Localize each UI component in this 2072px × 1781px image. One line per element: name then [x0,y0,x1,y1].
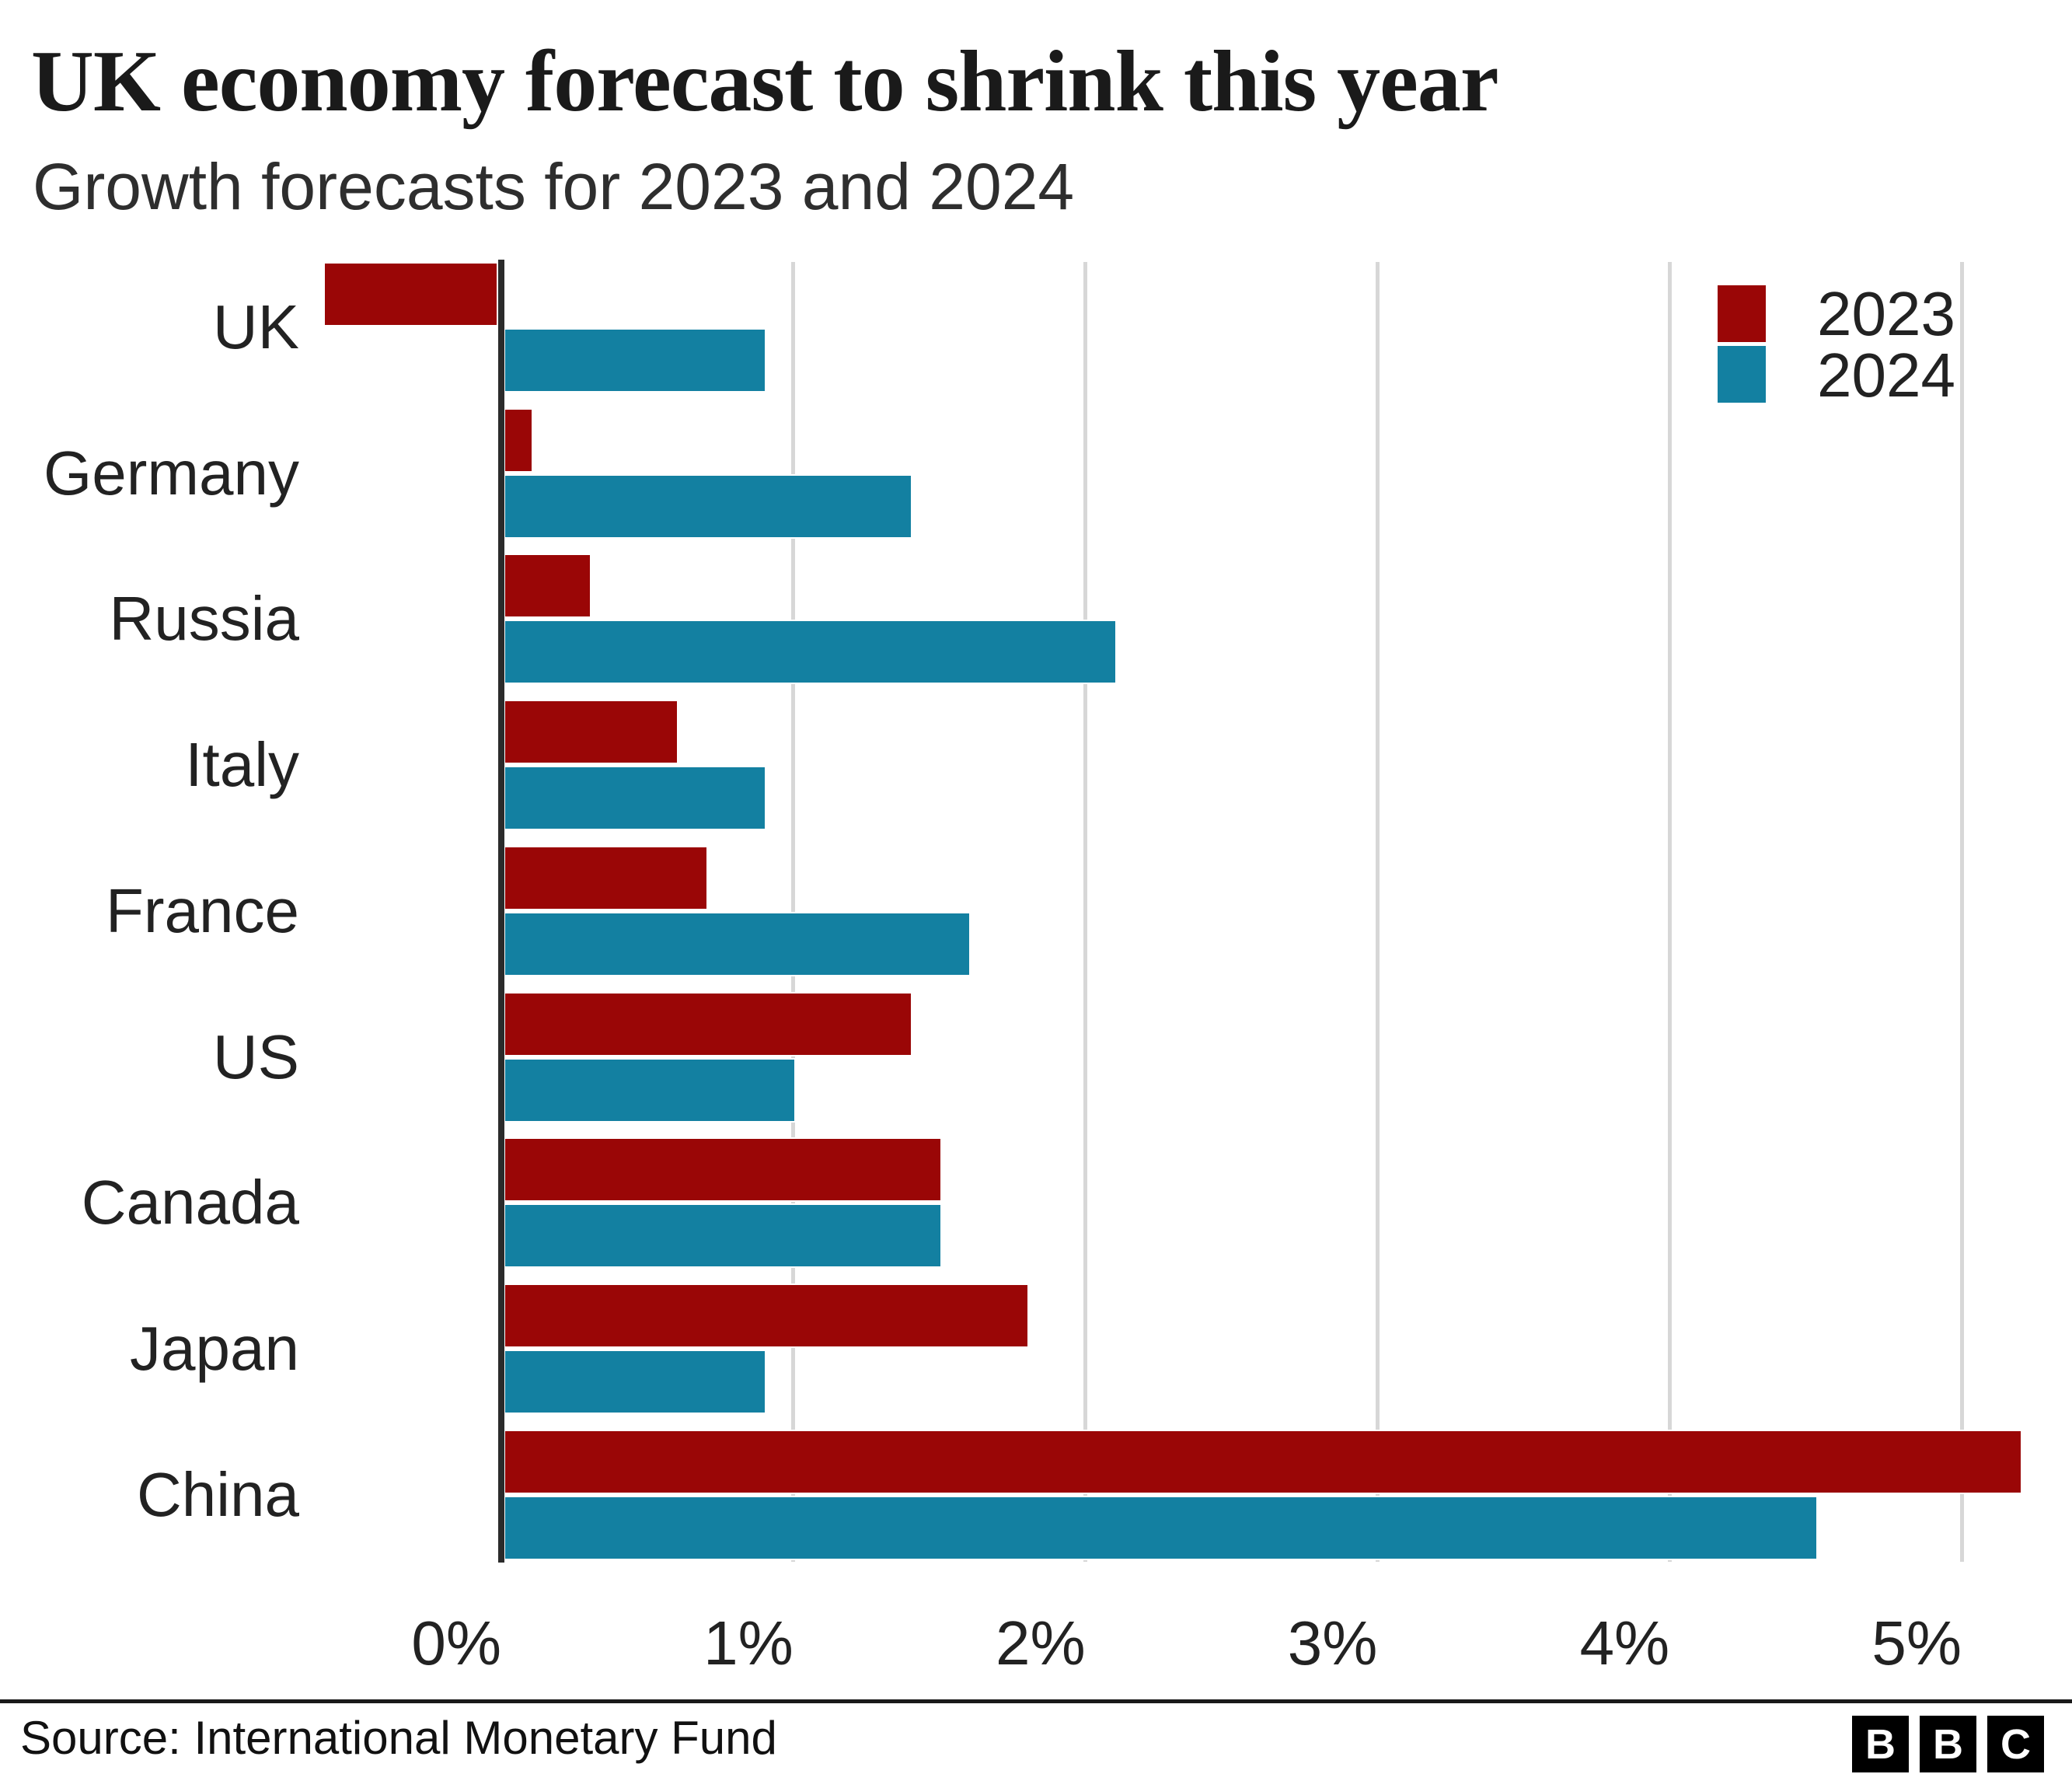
footer-separator [0,1699,2072,1703]
bar-us-2024 [504,1057,796,1123]
bar-china-2023 [504,1429,2023,1494]
x-tick-label-4pct: 4% [1579,1608,1670,1678]
bar-japan-2023 [504,1283,1030,1348]
category-label-canada: Canada [81,1168,299,1238]
bar-italy-2024 [504,766,767,831]
gridline-4pct [1667,262,1672,1562]
bar-germany-2024 [504,473,913,539]
gridline-5pct [1959,262,1964,1562]
bar-uk-2024 [504,328,767,393]
category-label-italy: Italy [185,730,299,800]
zero-axis-line [498,260,504,1563]
bar-japan-2024 [504,1349,767,1414]
category-label-germany: Germany [44,438,299,508]
category-label-uk: UK [212,292,299,361]
bar-china-2024 [504,1495,1819,1560]
legend-swatch-2023 [1718,285,1766,342]
bar-italy-2023 [504,700,679,765]
bar-us-2023 [504,991,913,1056]
chart-subtitle: Growth forecasts for 2023 and 2024 [33,150,1075,223]
bar-germany-2023 [504,407,533,473]
bbc-logo-block-1: B [1852,1716,1909,1772]
category-label-china: China [136,1459,299,1529]
chart-title: UK economy forecast to shrink this year [31,33,1499,130]
bar-russia-2023 [504,554,591,619]
bar-uk-2023 [323,262,498,327]
bbc-logo-block-2: B [1920,1716,1976,1772]
bar-canada-2023 [504,1137,942,1203]
bar-canada-2024 [504,1203,942,1269]
source-credit: Source: International Monetary Fund [20,1712,777,1764]
x-tick-label-0pct: 0% [411,1608,501,1678]
bbc-logo-block-3: C [1987,1716,2044,1772]
legend-label-2023: 2023 [1817,279,1955,348]
bar-france-2023 [504,845,709,910]
x-tick-label-3pct: 3% [1287,1608,1378,1678]
legend-swatch-2024 [1718,346,1766,403]
x-tick-label-1pct: 1% [703,1608,794,1678]
gridline-3pct [1375,262,1380,1562]
category-label-japan: Japan [130,1313,299,1383]
bar-france-2024 [504,911,971,976]
category-label-france: France [106,875,299,945]
gridline-2pct [1083,262,1088,1562]
category-label-russia: Russia [109,584,299,654]
x-tick-label-2pct: 2% [995,1608,1086,1678]
bar-russia-2024 [504,620,1118,685]
category-label-us: US [212,1021,299,1091]
legend-label-2024: 2024 [1817,340,1955,410]
x-tick-label-5pct: 5% [1871,1608,1962,1678]
